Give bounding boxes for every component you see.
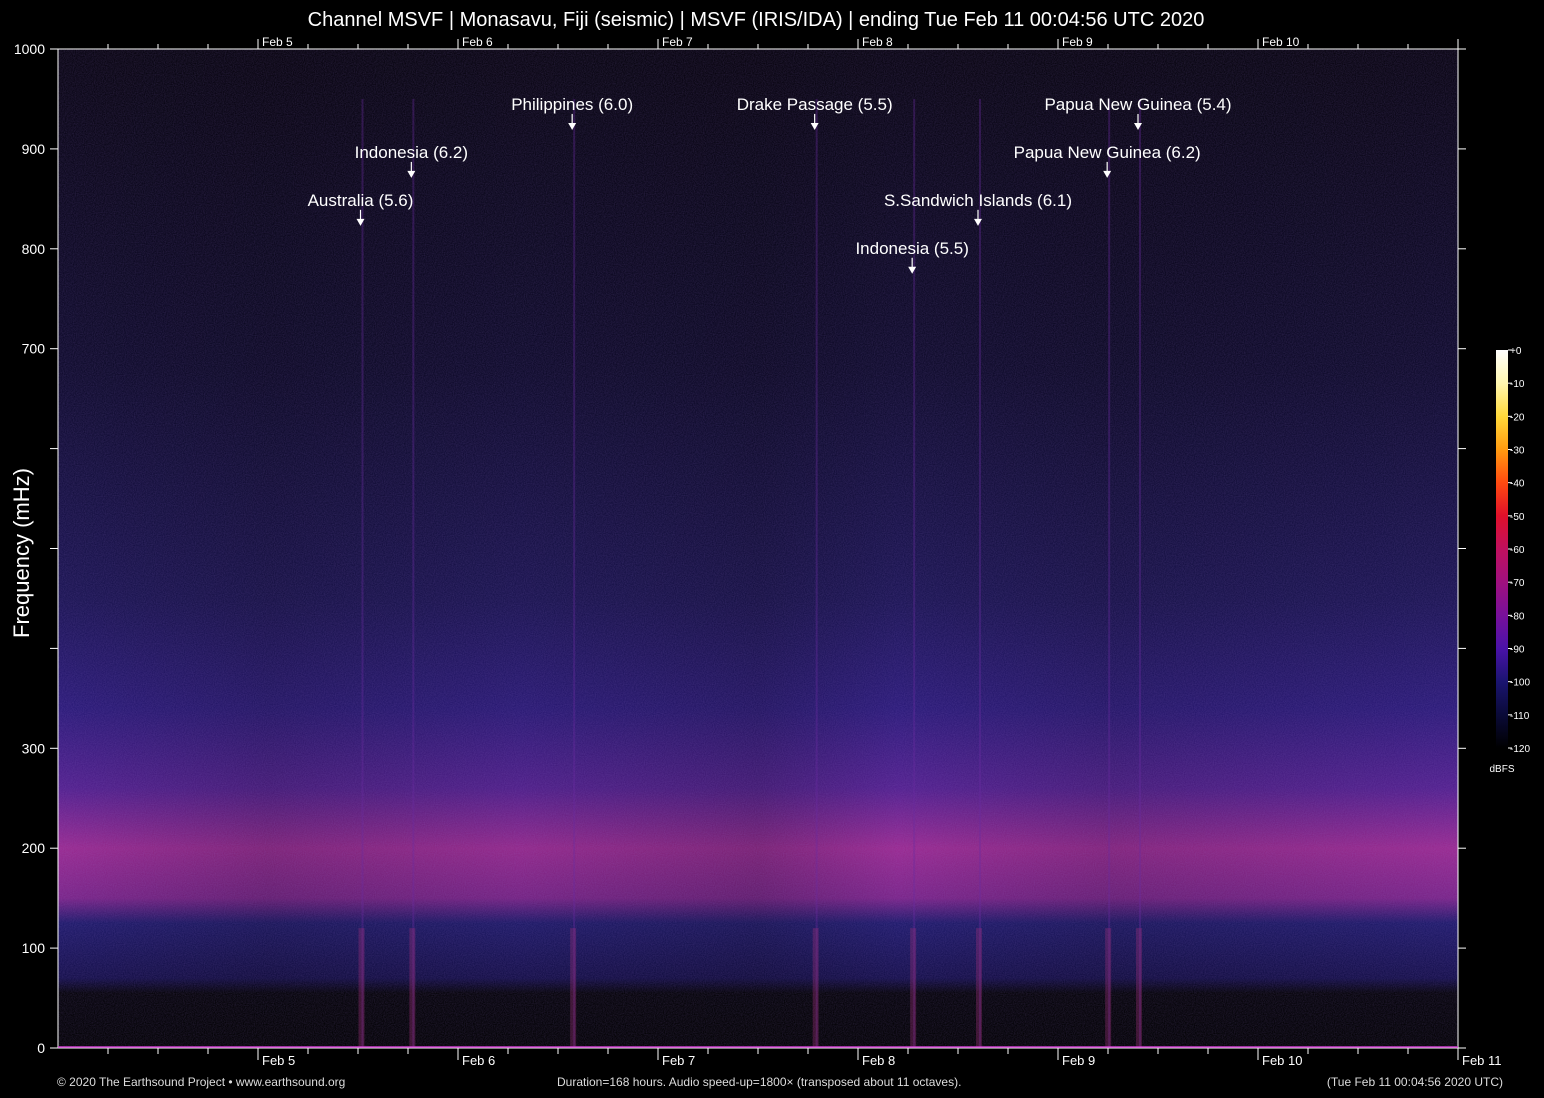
- colorbar-tick-label: -60: [1510, 545, 1525, 556]
- event-label: Drake Passage (5.5): [737, 95, 893, 114]
- x-tick-label: Feb 8: [862, 1053, 895, 1068]
- event-annotations: Australia (5.6) Indonesia (6.2) Philippine…: [308, 95, 1232, 274]
- footer-copyright: © 2020 The Earthsound Project • www.eart…: [57, 1075, 346, 1089]
- x-tick-label: Feb 9: [1062, 1053, 1095, 1068]
- colorbar-tick-label: -20: [1510, 412, 1525, 423]
- event-arrow-head: [1134, 122, 1142, 130]
- x-tick-label: Feb 6: [462, 1053, 495, 1068]
- y-tick-label: 200: [22, 840, 46, 856]
- y-tick-label: 900: [22, 141, 46, 157]
- event-streak: [1108, 98, 1111, 1048]
- event-streak: [815, 98, 818, 1048]
- event-label: Australia (5.6): [308, 191, 414, 210]
- x-tick-label-top: Feb 7: [662, 35, 693, 49]
- x-tick-label-top: Feb 9: [1062, 35, 1093, 49]
- x-tick-label-top: Feb 10: [1262, 35, 1300, 49]
- y-tick-label: 300: [22, 740, 46, 756]
- x-tick-label: Feb 5: [262, 1053, 295, 1068]
- event-streak: [573, 98, 576, 1048]
- colorbar-tick-label: +0: [1510, 346, 1522, 357]
- event-label: Philippines (6.0): [511, 95, 633, 114]
- event-streak-low: [1105, 928, 1112, 1048]
- colorbar-tick-label: -10: [1510, 379, 1525, 390]
- x-tick-label-top: Feb 8: [862, 35, 893, 49]
- colorbar-tick-label: -40: [1510, 479, 1525, 490]
- event-streak-low: [570, 928, 577, 1048]
- event-streak: [913, 98, 916, 1048]
- spectrogram-noise: [58, 49, 1458, 1048]
- event-streak-low: [976, 928, 982, 1048]
- footer-timestamp: (Tue Feb 11 00:04:56 2020 UTC): [1326, 1075, 1503, 1089]
- event-streak-low: [358, 928, 365, 1048]
- colorbar-tick-label: -80: [1510, 611, 1525, 622]
- event-arrow-head: [1103, 170, 1112, 178]
- event-streak-low: [812, 928, 819, 1048]
- colorbar-tick-label: -110: [1510, 711, 1530, 722]
- y-tick-label: 1000: [14, 41, 45, 57]
- colorbar-gradient: [1496, 350, 1508, 748]
- colorbar-tick-label: -90: [1510, 645, 1525, 656]
- colorbar-tick-label: -100: [1510, 678, 1530, 689]
- x-tick-label-top: Feb 5: [262, 35, 293, 49]
- colorbar-tick-label: -30: [1510, 446, 1525, 457]
- event-streak: [1139, 98, 1141, 1048]
- x-tick-label: Feb 11: [1462, 1053, 1502, 1068]
- x-tick-label-top: Feb 6: [462, 35, 493, 49]
- colorbar-tick-label: -70: [1510, 578, 1525, 589]
- x-tick-label: Feb 7: [662, 1053, 695, 1068]
- y-axis: 0 100 200 300 700 800 900 1000: [14, 41, 1466, 1056]
- event-streak: [361, 98, 364, 1048]
- event-streak: [979, 98, 981, 1048]
- event-label: Indonesia (5.5): [855, 239, 968, 258]
- event-streak-low: [1136, 928, 1142, 1048]
- y-tick-label: 800: [22, 241, 46, 257]
- event-arrow-head: [974, 218, 982, 226]
- colorbar: +0 -10 -20 -30 -40 -50 -60 -70 -80 -90 -100 -110 -12…: [1489, 346, 1530, 775]
- y-tick-label: 100: [22, 940, 46, 956]
- event-label: Indonesia (6.2): [355, 143, 468, 162]
- event-arrow-head: [356, 218, 365, 226]
- x-tick-label: Feb 10: [1262, 1053, 1302, 1068]
- plot-area: [57, 48, 1459, 1049]
- event-streak-low: [409, 928, 416, 1048]
- colorbar-tick-label: -120: [1510, 744, 1530, 755]
- event-label: Papua New Guinea (6.2): [1014, 143, 1201, 162]
- event-arrow-head: [908, 266, 917, 274]
- colorbar-unit: dBFS: [1489, 764, 1514, 775]
- event-label: Papua New Guinea (5.4): [1044, 95, 1231, 114]
- event-streak: [412, 98, 415, 1048]
- event-streaks: [358, 98, 1142, 1048]
- x-axis: Feb 5 Feb 5 Feb 6 Feb 6 Feb 7 Feb 7 Feb 8 Feb 8…: [58, 35, 1502, 1068]
- event-arrow-head: [810, 122, 819, 130]
- event-streak-low: [910, 928, 917, 1048]
- event-label: S.Sandwich Islands (6.1): [884, 191, 1072, 210]
- footer-duration: Duration=168 hours. Audio speed-up=1800×…: [557, 1075, 962, 1089]
- y-tick-label: 700: [22, 341, 46, 357]
- chart-title: Channel MSVF | Monasavu, Fiji (seismic) …: [307, 9, 1205, 31]
- event-arrow-head: [568, 122, 577, 130]
- y-tick-label: 0: [37, 1040, 45, 1056]
- event-arrow-head: [407, 170, 416, 178]
- colorbar-tick-label: -50: [1510, 512, 1525, 523]
